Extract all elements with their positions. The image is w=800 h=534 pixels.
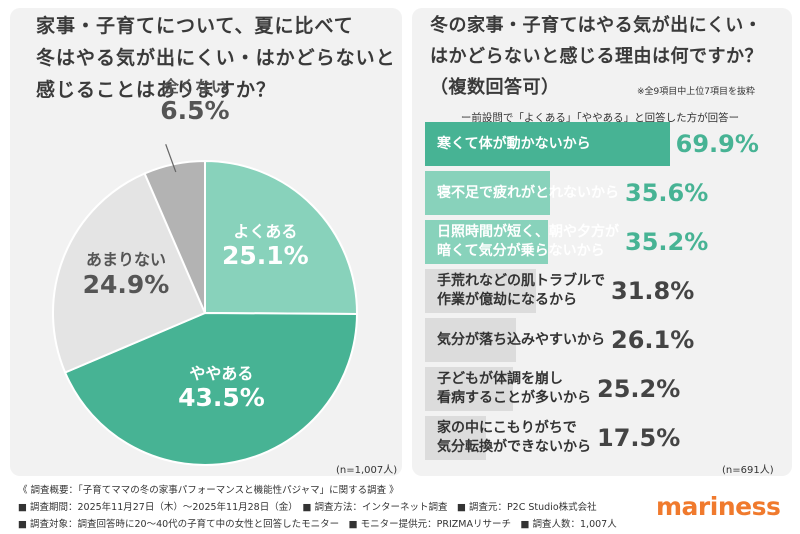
- bar-row: 気分が落ち込みやすいから 26.1%: [425, 318, 775, 362]
- bar-value-label: 26.1%: [611, 326, 695, 354]
- pie-leader-line: [165, 144, 177, 173]
- bar-value-label: 35.6%: [625, 179, 709, 207]
- bar-category-label: 子どもが体調を崩し 看病することが多いから: [437, 371, 591, 406]
- bar-category-label: 日照時間が短く、朝や夕方が 暗くて気分が乗らないから: [437, 224, 619, 259]
- bar: [425, 122, 670, 166]
- pie-label-0: よくある 25.1%: [195, 222, 335, 271]
- bar-category-label: 気分が落ち込みやすいから: [437, 331, 605, 348]
- bar-category-label: 家の中にこもりがちで 気分転換ができないから: [437, 420, 591, 455]
- pie-chart: [52, 144, 359, 466]
- footer-line-3: ■ 調査対象：調査回答時に20～40代の子育て中の女性と回答したモニター ■ モ…: [18, 519, 617, 530]
- footer-line-2: ■ 調査期間：2025年11月27日（木）～2025年11月28日（金） ■ 調…: [18, 502, 597, 513]
- right-subcaption: ー前設問で「よくある」「ややある」と回答した方が回答ー: [460, 112, 740, 124]
- left-question-title: 家事・子育てについて、夏に比べて 冬はやる気が出にくい・はかどらないと 感じるこ…: [36, 15, 396, 101]
- bar-value-label: 25.2%: [597, 375, 681, 403]
- bar-value-label: 17.5%: [597, 424, 681, 452]
- bar: [425, 171, 550, 215]
- pie-slice-0: [204, 159, 358, 315]
- bar: [425, 269, 537, 313]
- bar: [425, 416, 487, 460]
- bar-row: 寒くて体が動かないから 69.9%: [425, 122, 775, 166]
- pie-value-label: 24.9%: [82, 269, 170, 299]
- pie-category-label: 全くない: [162, 76, 227, 96]
- bar-row: 寝不足で疲れがとれないから 35.6%: [425, 171, 775, 215]
- bar: [425, 367, 514, 411]
- pie-category-label: よくある: [233, 222, 298, 241]
- pie-label-1: ややある 43.5%: [151, 364, 291, 413]
- bar-category-label: 寒くて体が動かないから: [437, 135, 591, 152]
- bar-row: 日照時間が短く、朝や夕方が 暗くて気分が乗らないから 35.2%: [425, 220, 775, 264]
- pie-value-label: 6.5%: [160, 95, 230, 125]
- bar: [425, 220, 549, 264]
- pie-slice-2: [52, 172, 207, 374]
- pie-category-label: ややある: [189, 363, 254, 383]
- right-sample-size: (n=691人): [722, 465, 774, 476]
- bar-value-label: 35.2%: [625, 228, 709, 256]
- pie-slice-1: [63, 311, 359, 466]
- left-sample-size: (n=1,007人): [336, 465, 398, 476]
- right-note: ※全9項目中上位7項目を抜粋: [637, 87, 755, 97]
- pie-value-label: 43.5%: [178, 383, 265, 413]
- bar-value-label: 69.9%: [675, 130, 759, 158]
- bar-value-label: 31.8%: [611, 277, 695, 305]
- bar-row: 手荒れなどの肌トラブルで 作業が億劫になるから 31.8%: [425, 269, 775, 313]
- pie-category-label: あまりない: [85, 250, 166, 270]
- bar: [425, 318, 517, 362]
- brand-logo: mariness: [656, 492, 781, 521]
- pie-slice-3: [143, 159, 206, 314]
- pie-label-3: 全くない 6.5%: [125, 77, 265, 126]
- footer-line-1: 《 調査概要：「子育てママの冬の家事パフォーマンスと機能性パジャマ」に関する調査…: [18, 485, 399, 496]
- pie-value-label: 25.1%: [222, 241, 309, 271]
- bar-row: 家の中にこもりがちで 気分転換ができないから 17.5%: [425, 416, 775, 460]
- survey-footer: 《 調査概要：「子育てママの冬の家事パフォーマンスと機能性パジャマ」に関する調査…: [18, 482, 617, 533]
- bar-category-label: 寝不足で疲れがとれないから: [437, 184, 619, 201]
- bar-row: 子どもが体調を崩し 看病することが多いから 25.2%: [425, 367, 775, 411]
- pie-label-2: あまりない 24.9%: [56, 250, 196, 299]
- bar-category-label: 手荒れなどの肌トラブルで 作業が億劫になるから: [437, 273, 605, 308]
- right-question-title: 冬の家事・子育てはやる気が出にくい・ はかどらないと感じる理由は何ですか？ （複…: [430, 15, 763, 98]
